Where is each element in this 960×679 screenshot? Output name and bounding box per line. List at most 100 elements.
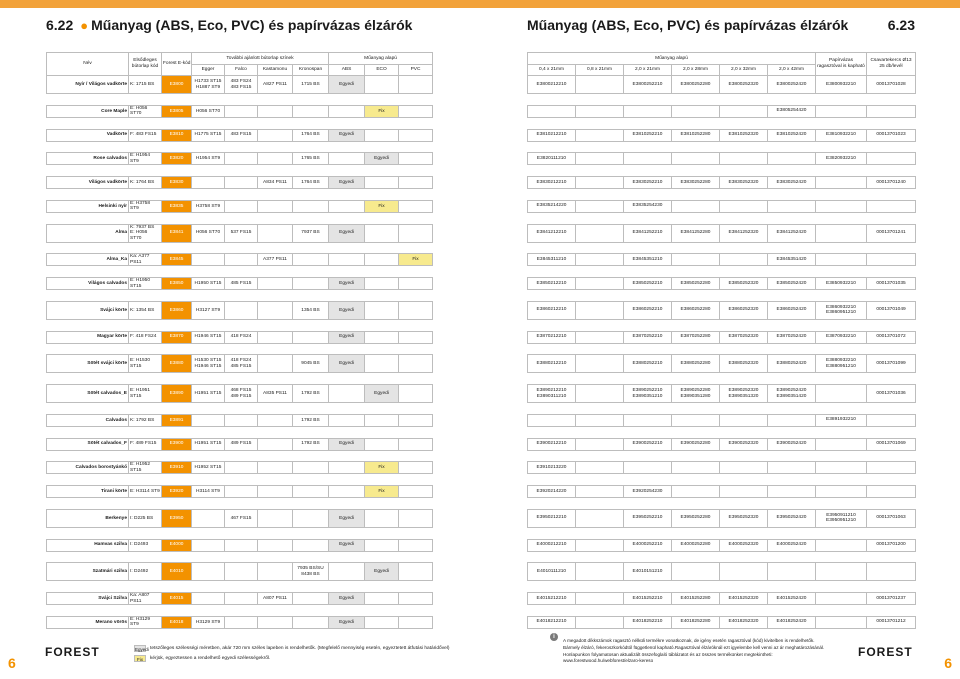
kastamonu-code [257, 104, 293, 118]
col-header-plastic: Műanyag alapú [328, 52, 434, 65]
egger-code: H1530 ST15 H1946 ST15 [191, 354, 225, 374]
logo-text: FOREST [858, 645, 913, 659]
code-20x21: E3920254230 [623, 485, 672, 498]
code-20x28 [671, 413, 720, 427]
eco-cell: Egyedi [364, 562, 400, 582]
product-name: Core Maple [46, 104, 129, 118]
bullet-icon: ● [80, 18, 89, 33]
code-08x21 [575, 300, 624, 320]
col-header-egger: Egger [191, 64, 225, 76]
code-20x42: E3805254420 [767, 104, 816, 118]
row-gap [527, 550, 916, 564]
code-20x42: E3900252420 [767, 437, 816, 451]
abs-cell: Egyedi [328, 176, 366, 190]
row-gap-cell [46, 188, 433, 201]
table-row: E3891932210 [527, 413, 916, 427]
code-08x21 [575, 152, 624, 166]
falco-code [224, 485, 258, 499]
primary-code: F: 489 FS15 [128, 437, 162, 451]
eco-cell [364, 615, 400, 630]
eco-cell: Fix [364, 199, 400, 213]
abs-cell: Egyedi [328, 128, 366, 142]
row-gap [46, 342, 433, 356]
abs-cell [328, 384, 366, 404]
abs-cell [328, 253, 366, 267]
table-row: Svájci Szilva Ka: A807 PS11 E4015 A807 PS11… [46, 592, 434, 606]
row-gap [46, 289, 433, 302]
code-20x21 [623, 413, 672, 427]
kronospan-code [291, 538, 330, 552]
egger-code [191, 538, 225, 552]
egger-code: H3114 ST9 [191, 485, 225, 499]
col-header-coil: Csavartekercs Ø13 25 db/levél [866, 52, 916, 76]
egger-code [191, 508, 225, 528]
egger-code: H1951 ST15 [191, 437, 225, 451]
code-20x42: E3950252420 [767, 508, 816, 528]
code-20x32: E3900252320 [719, 437, 768, 451]
pvc-cell [398, 176, 434, 190]
table-row: E3870212210 E3870252210 E3870252280 E387025… [527, 330, 916, 344]
kastamonu-code [257, 413, 293, 427]
kronospan-code: 1765 BS [291, 152, 330, 166]
page-number-right: 6 [944, 655, 952, 671]
row-gap [527, 116, 916, 130]
paper-code: E3820932210 [815, 152, 867, 166]
table-row: E3910213220 [527, 461, 916, 475]
falco-code: 467 FS15 [224, 508, 258, 528]
code-04x21: E3810212210 [527, 128, 576, 142]
falco-code [224, 199, 258, 213]
code-20x42 [767, 485, 816, 498]
coil-code: 00013701069 [866, 437, 916, 451]
egger-code: H056 ST70 [191, 223, 225, 243]
table-row: E3805254420 [527, 104, 916, 118]
table-row: E4015212210 E4015252210 E4015252280 E401525… [527, 592, 916, 605]
table-row: Helsinki nyír E: H3758 ST9 E3835 H3758 ST9 F… [46, 199, 434, 213]
paper-code [815, 592, 867, 605]
pvc-cell [398, 354, 434, 374]
egger-code: H3129 ST9 [191, 615, 225, 630]
kastamonu-code [257, 300, 293, 320]
paper-code [815, 223, 867, 243]
egger-code: H1733 ST15 H1887 ST9 [191, 75, 225, 94]
forest-ecode: E3850 [161, 277, 192, 291]
kronospan-code [291, 461, 330, 475]
code-20x21: E4000252210 [623, 538, 672, 552]
kronospan-code [291, 615, 330, 630]
row-gap-cell [46, 289, 433, 302]
forest-ecode: E3810 [161, 128, 192, 142]
code-04x21: E3890212210 E3890311210 [527, 384, 576, 403]
eco-cell: Egyedi [364, 384, 400, 404]
code-20x28 [671, 199, 720, 213]
kronospan-code [291, 485, 330, 499]
kronospan-code: 7937 BS [291, 223, 330, 243]
primary-code: I: D2493 [128, 538, 162, 552]
code-08x21 [575, 437, 624, 451]
falco-code [224, 176, 258, 190]
code-04x21: E3820111210 [527, 152, 576, 166]
row-gap-cell [527, 402, 916, 415]
code-20x21: E3950252210 [623, 508, 672, 528]
kronospan-code: 1792 BS [291, 413, 330, 427]
code-20x42: E3860252420 [767, 300, 816, 320]
table-row: E3880212210 E3880252210 E3880252280 E388025… [527, 354, 916, 374]
code-20x21: E3841252210 [623, 223, 672, 243]
egger-code [191, 592, 225, 606]
product-name: Szatmári szilva [46, 562, 129, 582]
code-08x21 [575, 199, 624, 213]
kastamonu-code: A807 PS11 [257, 592, 293, 606]
code-20x28 [671, 562, 720, 582]
row-gap-cell [527, 289, 916, 302]
row-gap-cell [46, 241, 433, 255]
coil-code: 00013701240 [866, 176, 916, 189]
code-20x42 [767, 199, 816, 213]
kronospan-code [291, 253, 330, 267]
kastamonu-code [257, 277, 293, 291]
code-20x42 [767, 461, 816, 475]
pvc-cell [398, 413, 434, 427]
eco-cell: Fix [364, 104, 400, 118]
forest-logo-left: FOREST [45, 645, 100, 659]
kronospan-code [291, 508, 330, 528]
pvc-cell [398, 508, 434, 528]
code-20x32 [719, 253, 768, 267]
product-name: Calvados borostyánkő [46, 461, 129, 475]
